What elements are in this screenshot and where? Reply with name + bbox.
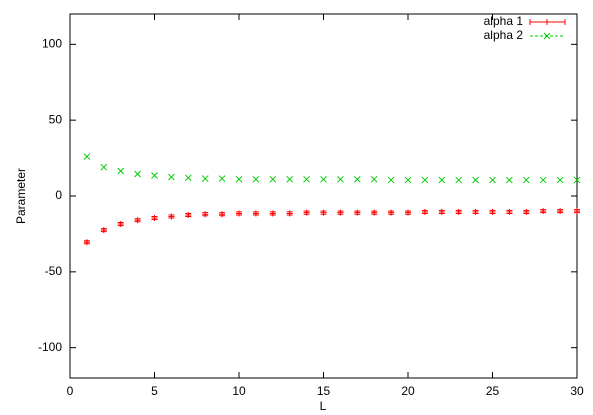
point [201, 175, 209, 182]
y-tick-label: -100 [38, 340, 62, 354]
point [252, 175, 260, 183]
point [489, 208, 496, 215]
x-axis-title: L [320, 399, 327, 413]
point [523, 208, 530, 215]
point [337, 175, 344, 183]
x-tick-label: 20 [401, 384, 415, 398]
point [506, 208, 513, 215]
y-tick-label: -50 [45, 264, 63, 278]
point [168, 213, 175, 220]
point [489, 176, 496, 184]
y-tick-label: 0 [55, 188, 62, 202]
point [184, 174, 192, 182]
point [185, 211, 192, 218]
point [455, 208, 462, 215]
point [236, 210, 242, 217]
point [151, 172, 158, 179]
point [117, 221, 124, 228]
point [117, 167, 125, 175]
legend-marker [543, 32, 551, 40]
point [286, 175, 294, 183]
x-tick-label: 30 [570, 384, 584, 398]
point [202, 211, 209, 218]
legend-marker [529, 19, 566, 25]
point [320, 175, 327, 183]
point [320, 209, 327, 216]
point [219, 211, 226, 218]
plot-frame [69, 13, 578, 379]
point [252, 210, 259, 217]
point [134, 170, 141, 178]
point [387, 176, 395, 184]
point [235, 175, 243, 183]
x-tick-label: 25 [486, 384, 500, 398]
y-axis-title: Parameter [14, 168, 28, 224]
point [371, 209, 378, 216]
point [134, 217, 141, 224]
point [574, 208, 580, 215]
x-tick-label: 5 [151, 384, 158, 398]
point [303, 209, 310, 216]
point [556, 176, 564, 184]
point [354, 209, 361, 216]
point [506, 176, 513, 184]
point [303, 175, 310, 183]
point [472, 208, 479, 215]
point [100, 227, 107, 234]
x-tick-label: 15 [317, 384, 331, 398]
point [218, 175, 226, 182]
point [557, 208, 564, 215]
point [83, 153, 91, 160]
point [421, 208, 428, 215]
point [269, 210, 276, 217]
point [539, 176, 547, 184]
point [353, 175, 361, 183]
point [388, 209, 395, 216]
x-tick-label: 10 [232, 384, 246, 398]
point [540, 208, 547, 215]
point [438, 208, 445, 215]
legend-label: alpha 2 [484, 28, 524, 42]
point [269, 175, 277, 183]
point [404, 176, 412, 184]
y-tick-label: 50 [49, 112, 63, 126]
point [472, 176, 479, 184]
x-tick-label: 0 [67, 384, 74, 398]
point [370, 175, 378, 183]
point [455, 176, 463, 184]
point [573, 176, 581, 184]
point [286, 210, 293, 217]
point [100, 163, 108, 171]
legend-label: alpha 1 [484, 14, 524, 28]
y-tick-label: 100 [42, 37, 62, 51]
point [337, 209, 344, 216]
point [438, 176, 446, 184]
point [168, 173, 175, 181]
point [421, 176, 429, 184]
point [405, 209, 411, 216]
point [522, 176, 530, 184]
point [151, 214, 158, 221]
point [83, 239, 90, 246]
